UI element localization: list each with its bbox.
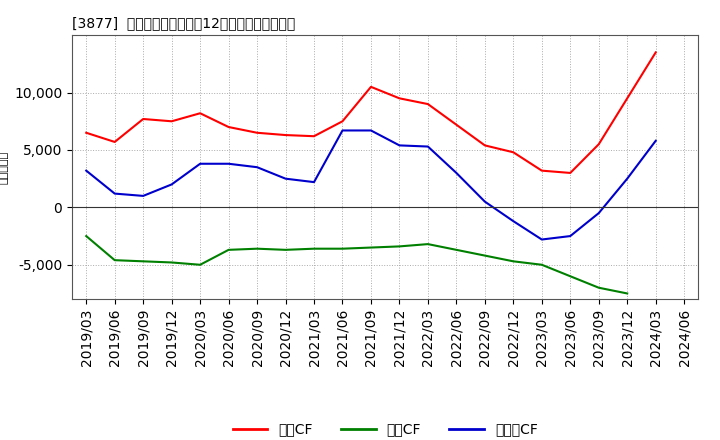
営業CF xyxy=(338,119,347,124)
営業CF xyxy=(480,143,489,148)
投資CF xyxy=(253,246,261,251)
Legend: 営業CF, 投資CF, フリーCF: 営業CF, 投資CF, フリーCF xyxy=(228,417,543,440)
フリーCF xyxy=(196,161,204,166)
投資CF xyxy=(366,245,375,250)
投資CF xyxy=(395,244,404,249)
営業CF xyxy=(282,132,290,138)
投資CF xyxy=(225,247,233,253)
フリーCF xyxy=(652,138,660,143)
営業CF xyxy=(623,95,631,101)
フリーCF xyxy=(509,219,518,224)
フリーCF xyxy=(282,176,290,181)
フリーCF xyxy=(395,143,404,148)
フリーCF xyxy=(480,199,489,204)
投資CF xyxy=(338,246,347,251)
営業CF xyxy=(253,130,261,136)
フリーCF xyxy=(82,168,91,173)
投資CF xyxy=(623,291,631,296)
フリーCF xyxy=(366,128,375,133)
営業CF xyxy=(310,134,318,139)
投資CF xyxy=(82,234,91,239)
フリーCF xyxy=(167,182,176,187)
フリーCF xyxy=(623,176,631,181)
フリーCF xyxy=(452,170,461,176)
営業CF xyxy=(395,95,404,101)
Text: [3877]  キャッシュフローの12か月移動合計の推移: [3877] キャッシュフローの12か月移動合計の推移 xyxy=(72,16,295,30)
営業CF xyxy=(366,84,375,89)
フリーCF xyxy=(338,128,347,133)
投資CF xyxy=(452,247,461,253)
投資CF xyxy=(167,260,176,265)
営業CF xyxy=(652,50,660,55)
Line: フリーCF: フリーCF xyxy=(86,131,656,239)
フリーCF xyxy=(595,210,603,216)
フリーCF xyxy=(225,161,233,166)
営業CF xyxy=(225,125,233,130)
Y-axis label: （百万円）: （百万円） xyxy=(0,150,9,184)
Line: 投資CF: 投資CF xyxy=(86,236,627,293)
投資CF xyxy=(423,242,432,247)
投資CF xyxy=(110,257,119,263)
フリーCF xyxy=(310,180,318,185)
投資CF xyxy=(282,247,290,253)
投資CF xyxy=(566,274,575,279)
Line: 営業CF: 営業CF xyxy=(86,52,656,173)
フリーCF xyxy=(566,234,575,239)
投資CF xyxy=(509,259,518,264)
フリーCF xyxy=(139,193,148,198)
フリーCF xyxy=(537,237,546,242)
営業CF xyxy=(82,130,91,136)
営業CF xyxy=(167,119,176,124)
営業CF xyxy=(110,139,119,145)
営業CF xyxy=(139,116,148,121)
投資CF xyxy=(537,262,546,268)
投資CF xyxy=(139,259,148,264)
投資CF xyxy=(196,262,204,268)
投資CF xyxy=(310,246,318,251)
営業CF xyxy=(423,102,432,107)
営業CF xyxy=(196,110,204,116)
営業CF xyxy=(452,122,461,127)
営業CF xyxy=(537,168,546,173)
営業CF xyxy=(509,150,518,155)
フリーCF xyxy=(423,144,432,149)
フリーCF xyxy=(253,165,261,170)
営業CF xyxy=(566,170,575,176)
投資CF xyxy=(595,285,603,290)
投資CF xyxy=(480,253,489,258)
フリーCF xyxy=(110,191,119,196)
営業CF xyxy=(595,142,603,147)
